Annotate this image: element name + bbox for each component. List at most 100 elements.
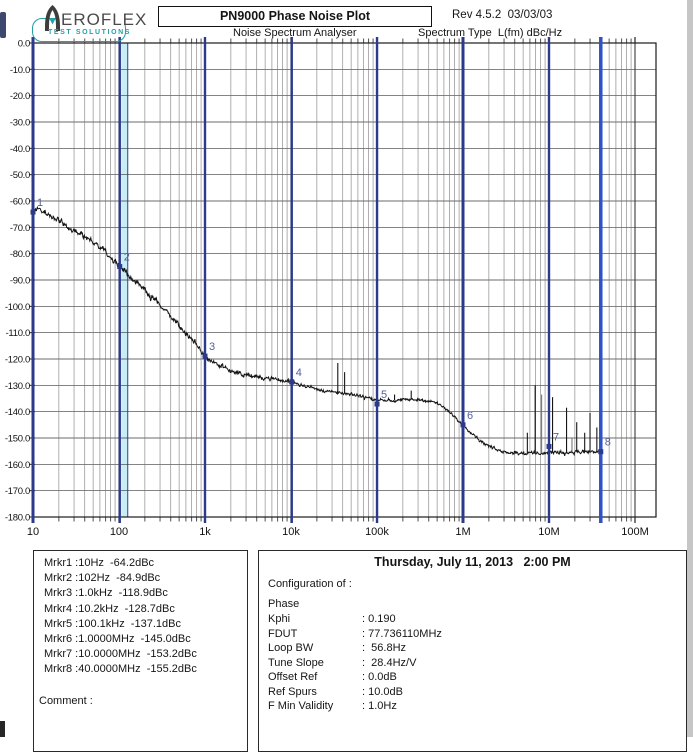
marker-readout: Mrkr1 :10Hz -64.2dBc <box>44 557 155 569</box>
marker-number-4: 4 <box>296 367 302 379</box>
report-title: PN9000 Phase Noise Plot <box>219 9 371 23</box>
marker-lines <box>31 37 603 523</box>
grid <box>32 42 656 518</box>
y-tick-label: -100.0 <box>5 302 30 313</box>
y-tick-label: -20.0 <box>10 91 30 102</box>
y-tick-label: -90.0 <box>10 276 30 287</box>
x-tick-label: 10k <box>282 526 300 538</box>
marker-number-6: 6 <box>467 410 473 422</box>
marker-point-2 <box>117 264 123 270</box>
y-tick-label: -180.0 <box>5 513 30 524</box>
config-row: Ref Spurs : 10.0dB <box>268 685 442 700</box>
marker-point-6 <box>460 422 466 428</box>
marker-number-5: 5 <box>381 389 387 401</box>
marker-readout-panel: Mrkr1 :10Hz -64.2dBc Mrkr2 :102Hz -84.9dB… <box>33 550 248 752</box>
arch-triangle <box>49 19 56 25</box>
spurs <box>337 362 598 454</box>
marker-number-labels: 1 2 3 4 5 6 7 8 <box>37 197 611 449</box>
x-tick-label: 1k <box>199 526 211 538</box>
y-tick-label: -70.0 <box>10 223 30 234</box>
scan-artifact <box>0 12 6 38</box>
configuration-section: Phase <box>268 598 300 610</box>
marker-readout: Mrkr3 :1.0kHz -118.9dBc <box>44 587 168 600</box>
page-edge-strip <box>687 0 693 737</box>
configuration-panel: Thursday, July 11, 2013 2:00 PM Configur… <box>258 550 687 752</box>
marker-readout: Mrkr6 :1.0000MHz -145.0dBc <box>44 633 191 646</box>
marker-readout: Mrkr4 :10.2kHz -128.7dBc <box>44 602 175 615</box>
spectrum-type-label: Spectrum Type L(fm) dBc/Hz <box>418 27 563 39</box>
config-row: Offset Ref : 0.0dB <box>268 670 442 685</box>
y-tick-label: 0.0 <box>18 39 30 50</box>
y-tick-label: -160.0 <box>5 460 30 471</box>
marker-point-3 <box>202 353 208 359</box>
y-tick-label: -120.0 <box>5 355 30 366</box>
x-tick-label: 10M <box>538 526 559 538</box>
config-value: : 10.0dB <box>362 685 403 698</box>
y-tick-label: -10.0 <box>10 65 30 76</box>
marker-number-1: 1 <box>37 197 43 209</box>
noise-trace <box>32 205 602 457</box>
marker-number-3: 3 <box>209 341 215 353</box>
comment-label: Comment : <box>39 695 93 707</box>
x-tick-label: 1M <box>455 526 470 538</box>
marker-readout: Mrkr2 :102Hz -84.9dBc <box>44 572 161 585</box>
timestamp: Thursday, July 11, 2013 2:00 PM <box>374 555 571 569</box>
logo-tagline: TEST SOLUTIONS <box>48 29 132 36</box>
config-row: Loop BW : 56.8Hz <box>268 641 442 656</box>
config-value: : 0.190 <box>362 613 396 625</box>
y-tick-label: -50.0 <box>10 170 30 181</box>
marker-readout: Mrkr5 :100.1kHz -137.1dBc <box>44 617 181 630</box>
config-key: Kphi <box>268 613 291 625</box>
config-row: FDUT : 77.736110MHz <box>268 627 442 642</box>
analyser-subtitle: Noise Spectrum Analyser <box>233 27 357 39</box>
config-row: F Min Validity : 1.0Hz <box>268 699 442 714</box>
config-key: Tune Slope <box>268 656 324 669</box>
marker-point-8 <box>598 449 604 455</box>
marker-readout: Mrkr8 :40.0000MHz -155.2dBc <box>44 663 197 676</box>
config-value: : 77.736110MHz <box>362 627 442 640</box>
phase-noise-chart: 1 2 3 4 5 6 7 8 0.0 -10.0 -20.0 -30.0 -40.0 -50.0 -60.… <box>5 37 657 539</box>
y-tick-label: -130.0 <box>5 381 30 392</box>
y-tick-label: -110.0 <box>6 328 30 339</box>
config-key: F Min Validity <box>268 700 334 712</box>
marker-number-7: 7 <box>553 431 559 443</box>
config-key: FDUT <box>268 627 298 640</box>
x-tick-label: 100M <box>621 526 649 538</box>
marker-number-2: 2 <box>124 252 130 264</box>
y-tick-label: -140.0 <box>5 407 30 418</box>
y-tick-label: -30.0 <box>10 118 30 129</box>
marker-point-5 <box>374 401 380 407</box>
marker-readout-list: Mrkr1 :10Hz -64.2dBc Mrkr2 :102Hz -84.9dB… <box>44 556 197 678</box>
logo-wordmark: EROFLEX <box>61 10 148 29</box>
configuration-rows: Kphi : 0.190 FDUT : 77.736110MHz Loop BW : 56… <box>268 612 442 714</box>
config-value: : 56.8Hz <box>362 642 407 654</box>
axis-tick-labels: 0.0 -10.0 -20.0 -30.0 -40.0 -50.0 -60.0 -70.0 -8… <box>5 39 649 539</box>
x-tick-label: 100k <box>365 526 389 538</box>
report-title-box: PN9000 Phase Noise Plot <box>158 6 432 27</box>
y-tick-label: -80.0 <box>10 249 30 260</box>
marker-point-7 <box>546 443 552 449</box>
y-tick-label: -60.0 <box>10 197 30 208</box>
config-value: : 28.4Hz/V <box>362 656 417 669</box>
aeroflex-arch-icon <box>45 5 60 31</box>
aeroflex-logo: EROFLEX TEST SOLUTIONS <box>28 2 170 46</box>
config-key: Ref Spurs <box>268 685 317 698</box>
software-revision: Rev 4.5.2 03/03/03 <box>452 9 553 21</box>
y-tick-label: -40.0 <box>10 144 30 155</box>
config-key: Offset Ref <box>268 671 318 683</box>
marker-points <box>30 209 604 455</box>
marker-number-8: 8 <box>605 437 611 449</box>
marker-point-1 <box>30 209 36 215</box>
scan-artifact <box>0 721 5 737</box>
y-tick-label: -170.0 <box>5 486 30 497</box>
configuration-of-label: Configuration of : <box>268 578 352 590</box>
config-row: Tune Slope : 28.4Hz/V <box>268 656 442 671</box>
marker-point-4 <box>289 379 295 385</box>
config-value: : 1.0Hz <box>362 700 397 712</box>
config-value: : 0.0dB <box>362 671 397 683</box>
y-tick-label: -150.0 <box>5 434 30 445</box>
config-key: Loop BW <box>268 642 314 654</box>
logo-outline-mask <box>56 14 130 24</box>
x-tick-label: 10 <box>27 526 39 538</box>
x-tick-label: 100 <box>110 526 128 538</box>
